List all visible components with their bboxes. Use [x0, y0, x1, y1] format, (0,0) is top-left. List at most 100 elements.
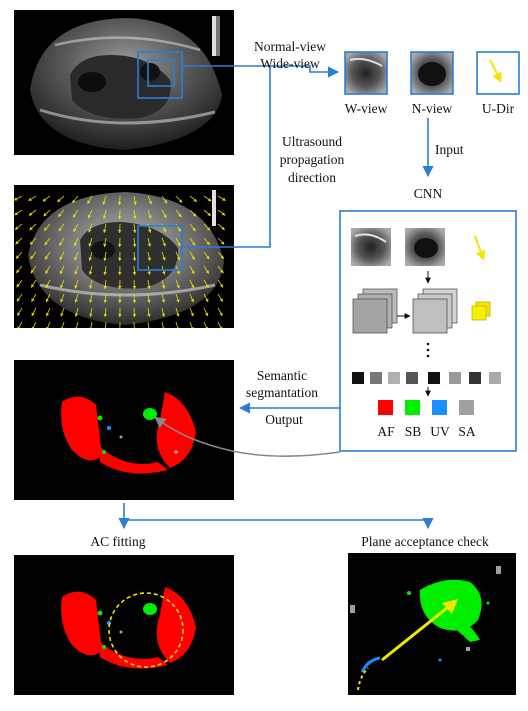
propagation-arrow-head [103, 327, 106, 328]
propagation-arrow-head [148, 200, 152, 205]
propagation-arrow-head [147, 271, 151, 275]
propagation-arrow-head [102, 201, 106, 205]
propagation-arrow-head [117, 201, 122, 205]
propagation-arrow-head [118, 314, 122, 317]
propagation-arrow-head [205, 298, 209, 302]
propagation-arrow-head [87, 200, 91, 204]
propagation-arrow-head [134, 327, 137, 328]
propagation-arrow-head [177, 242, 181, 246]
propagation-arrow-head [219, 326, 223, 328]
propagation-arrow-head [205, 312, 209, 317]
legend-swatch-uv [432, 400, 447, 415]
propagation-arrow-head [88, 271, 93, 275]
u-dir-label: U-Dir [482, 101, 515, 116]
propagation-arrow-head [59, 256, 63, 260]
propagation-arrow [175, 321, 179, 328]
propagation-arrow-head [193, 198, 197, 202]
propagation-arrow-head [44, 241, 48, 246]
cnn-direction-stack [471, 301, 491, 321]
propagation-arrow-head [72, 199, 76, 203]
plane-direction-arrow [381, 602, 453, 662]
propagation-arrow-head [29, 212, 33, 216]
propagation-arrow-head [17, 312, 21, 316]
propagation-arrow-head [30, 241, 34, 245]
propagation-arrow-head [46, 326, 49, 328]
propagation-arrow-head [191, 242, 195, 246]
propagation-arrow-head [147, 243, 152, 247]
propagation-arrow-head [44, 227, 48, 231]
propagation-arrow-head [118, 243, 122, 247]
propagation-label-2: propagation [280, 152, 345, 167]
propagation-arrow-head [89, 313, 93, 317]
propagation-arrow-head [222, 197, 226, 201]
propagation-arrow-head [28, 197, 32, 201]
propagation-arrow-head [103, 313, 108, 317]
propagation-arrow-head [88, 243, 92, 247]
propagation-arrow-head [118, 271, 122, 275]
propagation-arrow-head [60, 284, 64, 289]
propagation-arrow-head [190, 284, 195, 289]
u-dir-thumbnail [476, 51, 520, 95]
propagation-arrow [161, 321, 164, 328]
propagation-arrow-head [177, 228, 181, 232]
propagation-arrow-head [88, 285, 93, 289]
propagation-arrow-head [191, 256, 195, 260]
propagation-arrow-head [14, 211, 19, 216]
propagation-arrow-head [132, 243, 137, 247]
propagation-arrow-head [15, 255, 20, 259]
ac-fit-ellipse [108, 592, 184, 668]
propagation-arrow [61, 321, 65, 328]
propagation-arrow-head [221, 226, 225, 230]
propagation-arrow-head [219, 284, 223, 288]
class-legend: AF SB UV SA [377, 400, 476, 439]
ultrasound-image [14, 10, 234, 155]
cnn-label: CNN [414, 186, 443, 201]
propagation-arrow-head [88, 257, 93, 261]
propagation-arrow [76, 321, 79, 328]
propagation-arrow-field [14, 195, 226, 328]
direction-field-image [14, 185, 234, 328]
propagation-arrow-head [118, 285, 122, 289]
propagation-arrow-head [176, 327, 180, 328]
propagation-arrow-head [29, 226, 33, 231]
propagation-arrow-head [205, 326, 209, 328]
propagation-arrow-head [74, 256, 78, 261]
propagation-arrow-head [45, 256, 49, 260]
propagation-arrow-head [117, 229, 122, 233]
propagation-arrow-head [87, 214, 92, 219]
propagation-arrow-head [163, 214, 167, 218]
propagation-arrow-head [162, 257, 166, 261]
propagation-arrow-head [132, 285, 137, 289]
propagation-arrow-head [31, 326, 35, 328]
n-view-thumbnail [410, 51, 454, 95]
propagation-arrow [203, 321, 208, 328]
propagation-arrow-head [88, 229, 92, 233]
propagation-arrow-head [148, 215, 152, 219]
legend-swatch-sb [405, 400, 420, 415]
propagation-arrow-head [89, 299, 93, 303]
propagation-arrow-head [30, 255, 34, 260]
propagation-arrow-head [132, 271, 137, 275]
propagation-arrow-head [190, 312, 194, 317]
propagation-arrow-head [147, 257, 151, 261]
propagation-arrow-head [133, 201, 137, 205]
propagation-arrow [32, 321, 37, 328]
propagation-arrow-head [74, 271, 78, 275]
propagation-arrow-head [73, 242, 78, 247]
propagation-arrow-head [132, 313, 137, 317]
legend-label-uv: UV [430, 424, 450, 439]
propagation-arrow-head [163, 200, 168, 204]
wide-view-label: Wide-view [260, 56, 320, 71]
propagation-arrow-head [15, 240, 19, 245]
w-view-label: W-view [345, 101, 388, 116]
segmentation-label-1: Semantic [257, 368, 307, 383]
cnn-feature-stack-2 [412, 288, 458, 334]
propagation-arrow-head [57, 198, 61, 203]
propagation-arrow-head [59, 242, 63, 246]
propagation-arrow-head [221, 212, 226, 216]
propagation-arrow-head [58, 227, 62, 232]
propagation-arrow-head [147, 313, 151, 317]
legend-label-sb: SB [405, 424, 422, 439]
propagation-arrow-head [220, 255, 224, 259]
propagation-arrow-head [220, 269, 224, 274]
